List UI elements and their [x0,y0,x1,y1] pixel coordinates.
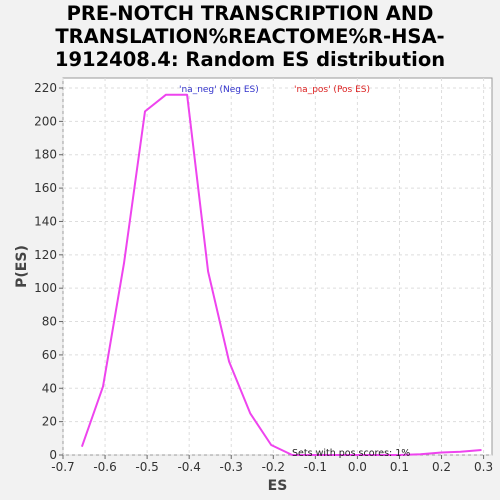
x-tick-label: -0.2 [262,460,285,474]
chart-title: PRE-NOTCH TRANSCRIPTION AND TRANSLATION%… [54,2,446,71]
y-tick-label: 80 [42,315,57,329]
y-tick-label: 120 [34,248,57,262]
x-tick-label: -0.1 [304,460,327,474]
y-tick-label: 100 [34,281,57,295]
x-tick-label: 0.2 [432,460,451,474]
axis-ticks: -0.7 -0.6 -0.5 -0.4 -0.3 -0.2 -0.1 0.0 0.1 0.2 0.3… [34,81,493,474]
y-tick-label: 140 [34,214,57,228]
y-tick-label: 40 [42,381,57,395]
x-tick-label: 0.3 [474,460,493,474]
y-tick-label: 0 [49,448,57,462]
x-tick-label: -0.4 [177,460,200,474]
y-tick-label: 180 [34,148,57,162]
y-tick-label: 220 [34,81,57,95]
y-tick-label: 60 [42,348,57,362]
y-axis-label: P(ES) [14,245,30,288]
series-line [80,93,482,456]
x-tick-label: -0.6 [93,460,116,474]
y-tick-label: 20 [42,415,57,429]
series-layer [80,93,482,456]
x-tick-label: -0.7 [51,460,74,474]
x-tick-label: -0.3 [220,460,243,474]
x-tick-label: 0.1 [390,460,409,474]
x-tick-label: 0.0 [348,460,367,474]
grid-lines [62,78,492,456]
legend-entry: 'na_neg' (Neg ES) [179,85,259,95]
x-tick-label: -0.5 [135,460,158,474]
y-tick-label: 200 [34,114,57,128]
legend: 'na_neg' (Neg ES) 'na_pos' (Pos ES) [179,85,370,95]
x-axis-label: ES [268,478,288,494]
plot-area [62,77,493,456]
legend-entry: 'na_pos' (Pos ES) [294,85,370,95]
pos-scores-annotation: Sets with pos scores: 1% [292,448,410,459]
y-tick-label: 160 [34,181,57,195]
